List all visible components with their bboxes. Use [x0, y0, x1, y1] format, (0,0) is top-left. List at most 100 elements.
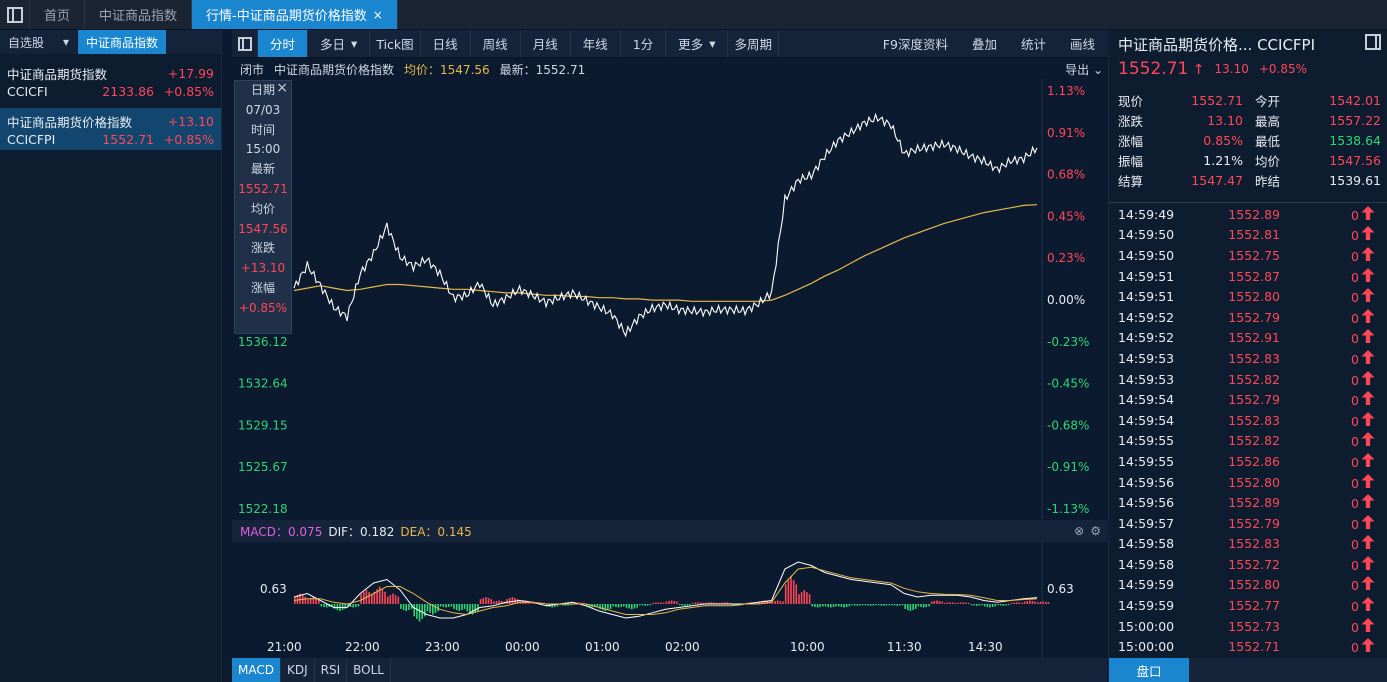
- dea-line: [293, 566, 1038, 616]
- list-item-selected[interactable]: 中证商品期货价格指数 +13.10 CCICFPI 1552.71 +0.85%: [0, 108, 221, 150]
- macd-histogram-bar: [838, 604, 840, 607]
- list-item[interactable]: 中证商品期货指数 +17.99 CCICFI 2133.86 +0.85%: [0, 60, 221, 102]
- arrow-up-icon: [1361, 576, 1375, 591]
- close-icon[interactable]: ×: [372, 7, 383, 22]
- macd-histogram-bar: [508, 598, 511, 604]
- tick-row: 14:59:50 1552.81 0: [1118, 225, 1383, 246]
- macd-histogram-bar: [498, 600, 500, 604]
- export-button[interactable]: 导出 ⌄: [1065, 61, 1103, 78]
- tick-row: 14:59:51 1552.80 0: [1118, 286, 1383, 307]
- tick-price: 1552.89: [1228, 495, 1280, 511]
- intraday-price-chart[interactable]: 1.13% 0.91% 0.68% 0.45% 0.23% 0.00% -0.23% -0.4…: [232, 79, 1107, 519]
- btn-daily[interactable]: 日线: [421, 30, 471, 57]
- macd-histogram-bar: [723, 602, 726, 605]
- sidebar-toggle-icon[interactable]: [0, 0, 30, 29]
- macd-histogram-bar: [800, 592, 803, 604]
- panel-toggle-icon[interactable]: [232, 30, 258, 57]
- macd-histogram-bar: [570, 604, 572, 606]
- tick-volume-value: 0: [1351, 269, 1359, 285]
- btn-multiperiod[interactable]: 多周期: [728, 30, 779, 57]
- tab-favorites[interactable]: 自选股 ▾: [0, 30, 78, 54]
- macd-histogram-bar: [453, 604, 455, 609]
- macd-histogram-bar: [466, 604, 469, 612]
- btn-tick[interactable]: Tick图: [370, 30, 421, 57]
- macd-histogram-bar: [936, 600, 938, 604]
- btn-draw[interactable]: 画线: [1058, 30, 1107, 57]
- close-circle-icon[interactable]: ⊗: [1074, 524, 1085, 538]
- btn-overlay[interactable]: 叠加: [960, 30, 1009, 57]
- close-icon[interactable]: ×: [276, 80, 288, 96]
- btn-monthly[interactable]: 月线: [521, 30, 571, 57]
- tab-commodity-index[interactable]: 中证商品指数: [85, 0, 193, 29]
- macd-histogram-bar: [439, 604, 442, 607]
- stat-row: 结算 1547.47 昨结 1539.61: [1118, 170, 1381, 190]
- btn-daily-label: 日线: [432, 37, 458, 52]
- macd-histogram-bar: [660, 602, 662, 604]
- macd-histogram-bar: [1023, 601, 1026, 604]
- macd-histogram-bar: [920, 604, 922, 607]
- btn-tick-label: Tick图: [376, 37, 414, 52]
- macd-histogram-bar: [620, 604, 622, 607]
- tick-price: 1552.86: [1228, 453, 1280, 469]
- macd-histogram-bar: [1045, 601, 1047, 604]
- tick-volume-value: 0: [1351, 290, 1359, 306]
- tick-volume: 0: [1280, 597, 1375, 614]
- macd-histogram-bar: [676, 601, 678, 604]
- btn-stats[interactable]: 统计: [1009, 30, 1058, 57]
- btn-f9[interactable]: F9深度资料: [871, 30, 960, 57]
- macd-histogram-bar: [617, 604, 620, 608]
- y-right-tick-label: 0.91%: [1047, 126, 1085, 140]
- x-tick-label: 14:30: [968, 640, 1003, 654]
- macd-histogram-bar: [307, 599, 309, 604]
- tick-volume: 0: [1280, 432, 1375, 449]
- macd-chart[interactable]: 0.63 0.63 21:00 22:00 23:00 00:00 01:00 02:00 10…: [232, 542, 1107, 658]
- tab-quote[interactable]: 行情-中证商品期货价格指数 ×: [192, 0, 398, 29]
- macd-histogram-bar: [434, 604, 437, 613]
- chart-info-line: 闭市 中证商品期货价格指数 均价：1547.56 最新：1552.71 导出 ⌄: [232, 59, 1107, 79]
- tab-boll[interactable]: BOLL: [347, 658, 391, 682]
- macd-histogram-bar: [628, 604, 630, 609]
- macd-histogram-bar: [954, 602, 957, 604]
- btn-intraday[interactable]: 分时: [258, 30, 309, 57]
- macd-histogram-bar: [944, 602, 946, 604]
- macd-histogram-bar: [856, 604, 859, 606]
- btn-weekly-label: 周线: [482, 37, 508, 52]
- gear-icon[interactable]: ⚙: [1090, 524, 1101, 538]
- macd-histogram-bar: [572, 602, 575, 604]
- macd-histogram-bar: [479, 599, 482, 604]
- macd-histogram-bar: [556, 604, 559, 607]
- btn-more[interactable]: 更多 ▾: [666, 30, 729, 57]
- tick-volume: 0: [1280, 452, 1375, 470]
- tick-volume: 0: [1280, 288, 1375, 305]
- macd-histogram-bar: [705, 602, 707, 604]
- crosshair-tooltip: × 日期 07/03 时间 15:00 最新 1552.71 均价 1547.5…: [234, 80, 292, 334]
- macd-histogram-bar: [405, 604, 407, 611]
- tab-rsi[interactable]: RSI: [315, 658, 348, 682]
- btn-monthly-label: 月线: [532, 37, 558, 52]
- btn-more-label: 更多: [678, 37, 704, 52]
- tab-kdj[interactable]: KDJ: [281, 658, 315, 682]
- btn-yearly[interactable]: 年线: [571, 30, 621, 57]
- macd-histogram-bar: [421, 604, 423, 619]
- panel-toggle-icon[interactable]: [1365, 34, 1381, 50]
- order-book-button[interactable]: 盘口: [1109, 658, 1189, 682]
- tick-price: 1552.83: [1228, 350, 1280, 366]
- btn-multiday[interactable]: 多日 ▾: [308, 30, 371, 57]
- tab-macd[interactable]: MACD: [232, 658, 281, 682]
- quote-bottom-bar: 盘口: [1109, 658, 1387, 682]
- macd-histogram-bar: [933, 601, 936, 604]
- tt-avg-value: 1547.56: [238, 221, 288, 236]
- tab-home[interactable]: 首页: [30, 0, 86, 29]
- macd-histogram-bar: [567, 604, 569, 606]
- tab-commodity[interactable]: 中证商品指数: [78, 30, 167, 54]
- btn-weekly[interactable]: 周线: [471, 30, 521, 57]
- macd-histogram-bar: [888, 604, 890, 606]
- macd-histogram-bar: [506, 599, 508, 604]
- indicator-tabs: MACD KDJ RSI BOLL: [232, 658, 1107, 682]
- macd-histogram-bar: [790, 576, 792, 604]
- macd-histogram-bar: [408, 604, 410, 610]
- macd-histogram-bar: [997, 604, 999, 606]
- y-right-tick-label: 0.68%: [1047, 168, 1085, 182]
- btn-1min[interactable]: 1分: [621, 30, 667, 57]
- macd-histogram-bar: [941, 601, 944, 604]
